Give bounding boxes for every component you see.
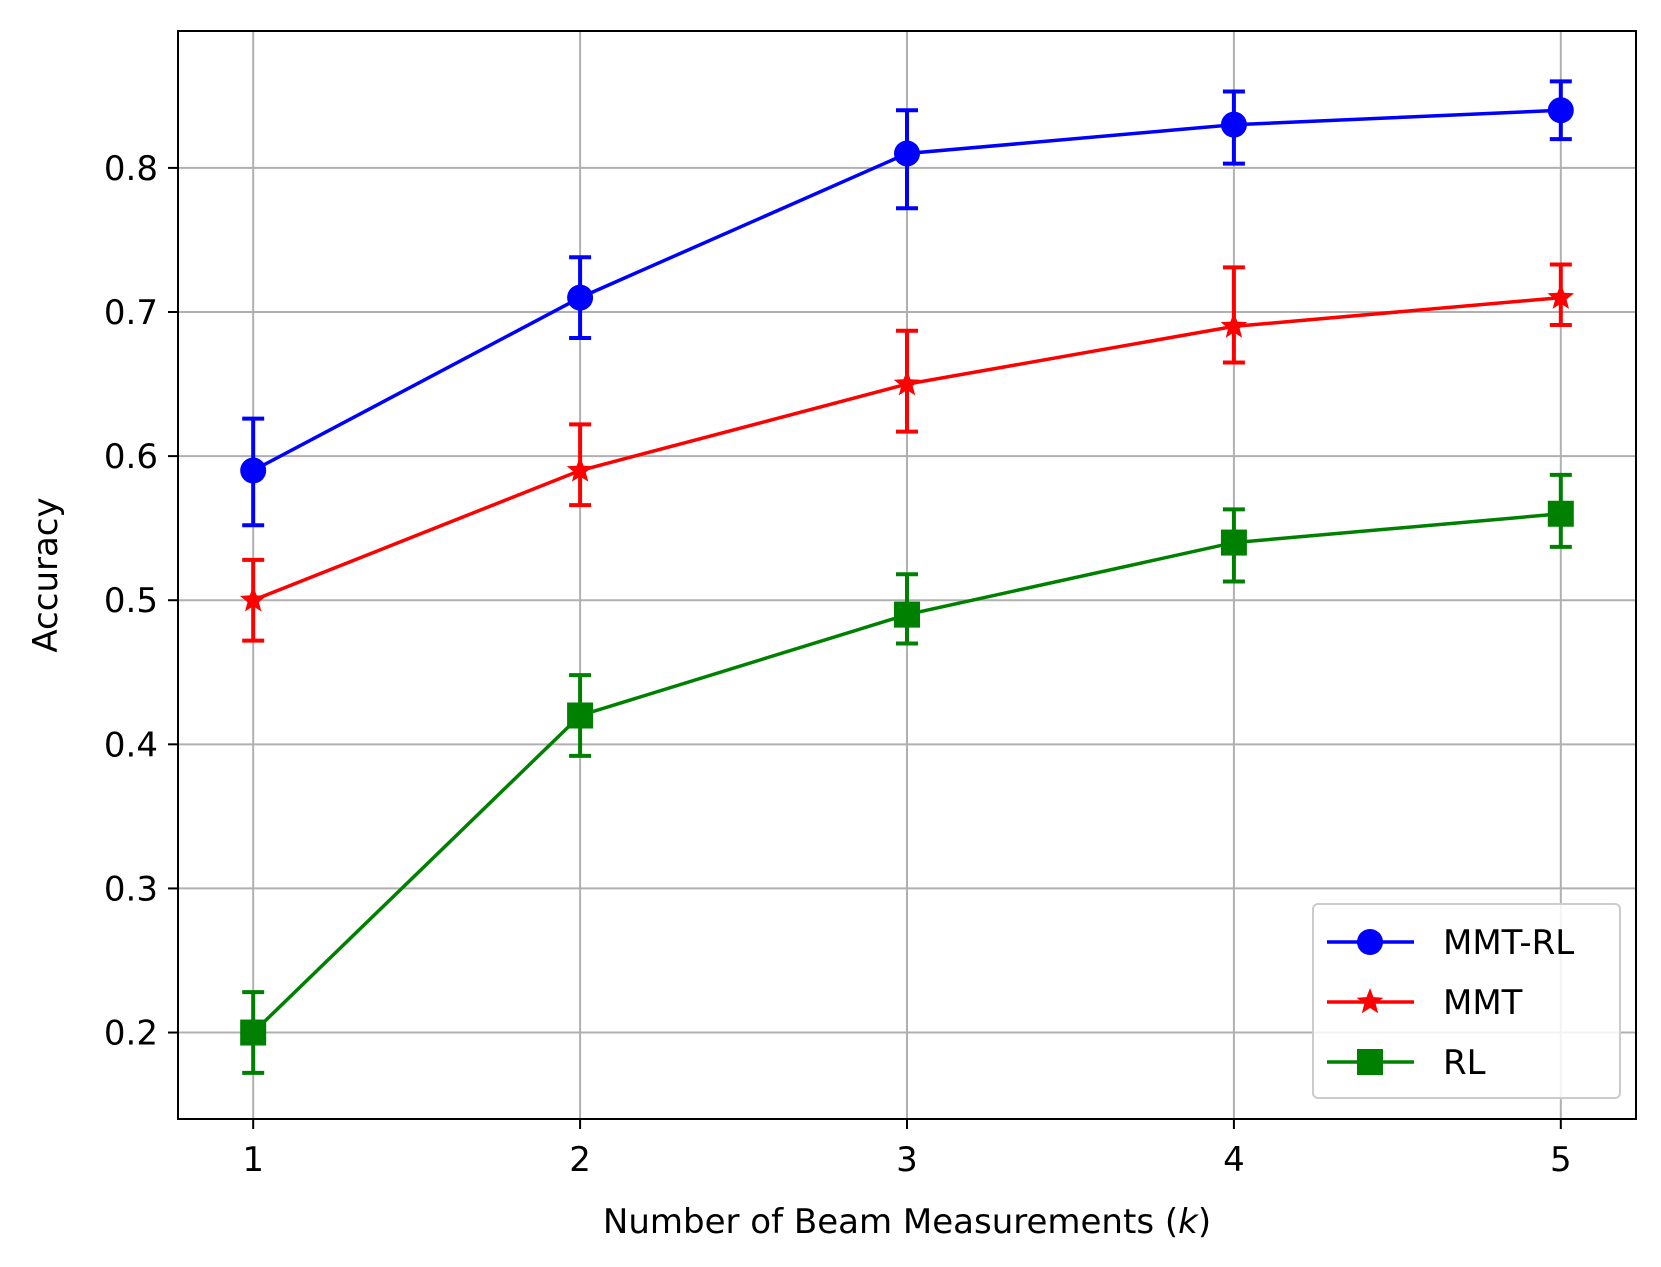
point-marker: [1220, 529, 1247, 556]
y-tick-label: 0.7: [104, 293, 158, 333]
x-axis-label-variable: k: [1178, 1202, 1199, 1242]
y-tick-label: 0.8: [104, 149, 158, 189]
x-axis-ticks: 1 2 3 4 5: [242, 1119, 1572, 1180]
point-marker: [894, 601, 920, 628]
point-marker: [1547, 283, 1575, 309]
point-marker: [240, 457, 267, 484]
point-marker: [1220, 111, 1247, 138]
y-tick-label: 0.2: [104, 1014, 158, 1054]
x-axis-label-prefix: Number of Beam Measurements (: [603, 1202, 1178, 1242]
series-mmt-rl: [240, 79, 1574, 528]
x-tick-label: 1: [242, 1140, 264, 1180]
point-marker: [1547, 97, 1574, 124]
point-marker: [567, 284, 594, 311]
point-marker: [1547, 500, 1574, 527]
legend-label: MMT-RL: [1443, 923, 1574, 963]
legend-item: MMT-RL: [1327, 923, 1574, 963]
x-tick-label: 5: [1550, 1140, 1572, 1180]
legend-box: [1312, 903, 1621, 1099]
y-tick-label: 0.3: [104, 869, 158, 909]
point-marker: [239, 586, 267, 612]
legend-label: RL: [1443, 1043, 1486, 1083]
y-tick-label: 0.6: [104, 437, 158, 477]
legend: MMT-RL MMT RL: [1312, 903, 1621, 1099]
point-marker: [1357, 929, 1383, 955]
point-marker: [566, 456, 594, 482]
x-tick-label: 3: [896, 1140, 918, 1180]
y-tick-label: 0.4: [104, 725, 158, 765]
point-marker: [893, 370, 921, 396]
point-marker: [1357, 1049, 1383, 1075]
series-mmt: [239, 262, 1575, 643]
point-marker: [567, 702, 594, 729]
x-axis-label: Number of Beam Measurements (k): [603, 1202, 1211, 1242]
y-tick-label: 0.5: [104, 581, 158, 621]
point-marker: [1220, 312, 1248, 338]
point-marker: [894, 140, 920, 167]
series-rl: [240, 472, 1574, 1075]
y-axis-label: Accuracy: [26, 497, 66, 652]
legend-item: RL: [1327, 1043, 1486, 1083]
point-marker: [1356, 988, 1384, 1014]
point-marker: [240, 1019, 267, 1046]
x-tick-label: 2: [569, 1140, 591, 1180]
series-layer: [239, 79, 1575, 1075]
x-tick-label: 4: [1223, 1140, 1245, 1180]
x-axis-label-suffix: ): [1198, 1202, 1211, 1242]
y-axis-ticks: 0.2 0.3 0.4 0.5 0.6 0.7 0.8: [104, 149, 178, 1054]
legend-item: MMT: [1327, 983, 1523, 1023]
legend-label: MMT: [1443, 983, 1523, 1023]
